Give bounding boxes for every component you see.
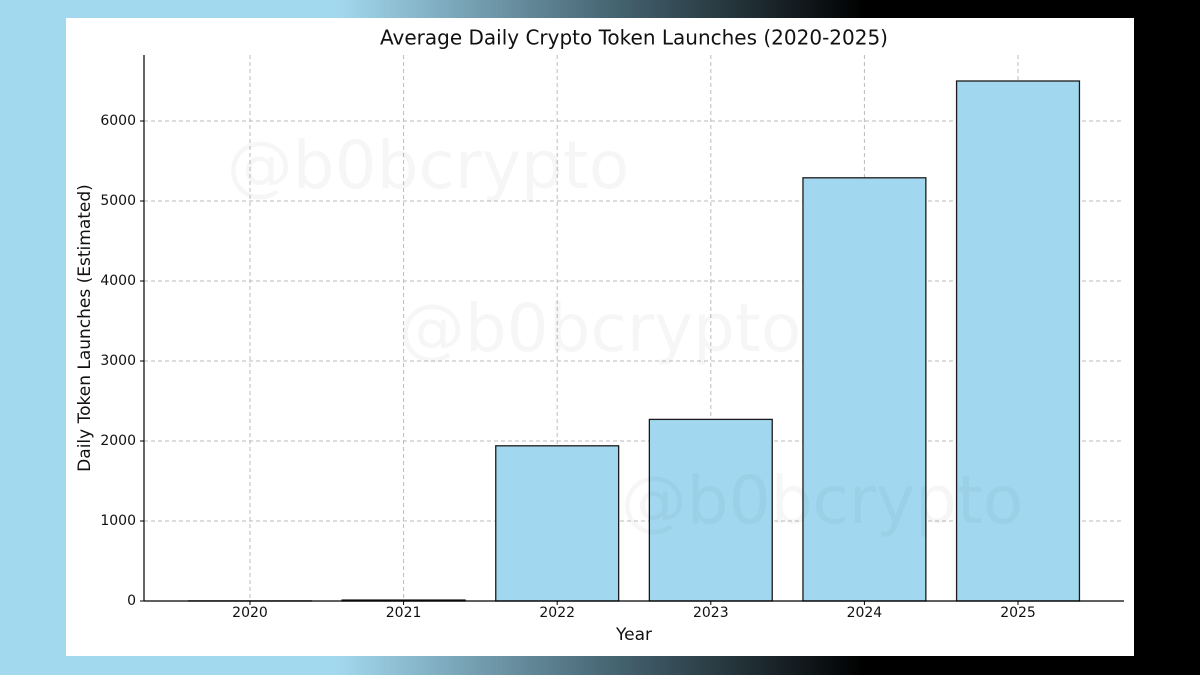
x-tick-label: 2020 [232,605,268,621]
y-tick-label: 6000 [100,113,136,129]
y-tick-label: 5000 [100,193,136,209]
y-tick-label: 0 [127,593,136,609]
y-axis-label: Daily Token Launches (Estimated) [75,184,95,472]
x-tick-label: 2023 [693,605,729,621]
x-tick-label: 2024 [847,605,883,621]
y-tick-label: 2000 [100,433,136,449]
bars [187,80,1081,602]
bar [648,418,773,602]
watermark: @b0bcrypto [227,127,629,204]
x-axis-label: Year [615,625,652,645]
bar [802,177,927,602]
x-tick-label: 2021 [386,605,422,621]
y-tick-label: 4000 [100,273,136,289]
bar [955,80,1081,602]
y-tick-label: 1000 [100,513,136,529]
x-tick-label: 2025 [1000,605,1036,621]
chart-title: Average Daily Crypto Token Launches (202… [380,26,888,50]
bar [495,445,620,602]
x-tick-label: 2022 [539,605,575,621]
watermark: @b0bcrypto [621,462,1023,539]
watermark: @b0bcrypto [399,290,801,367]
y-tick-label: 3000 [100,353,136,369]
